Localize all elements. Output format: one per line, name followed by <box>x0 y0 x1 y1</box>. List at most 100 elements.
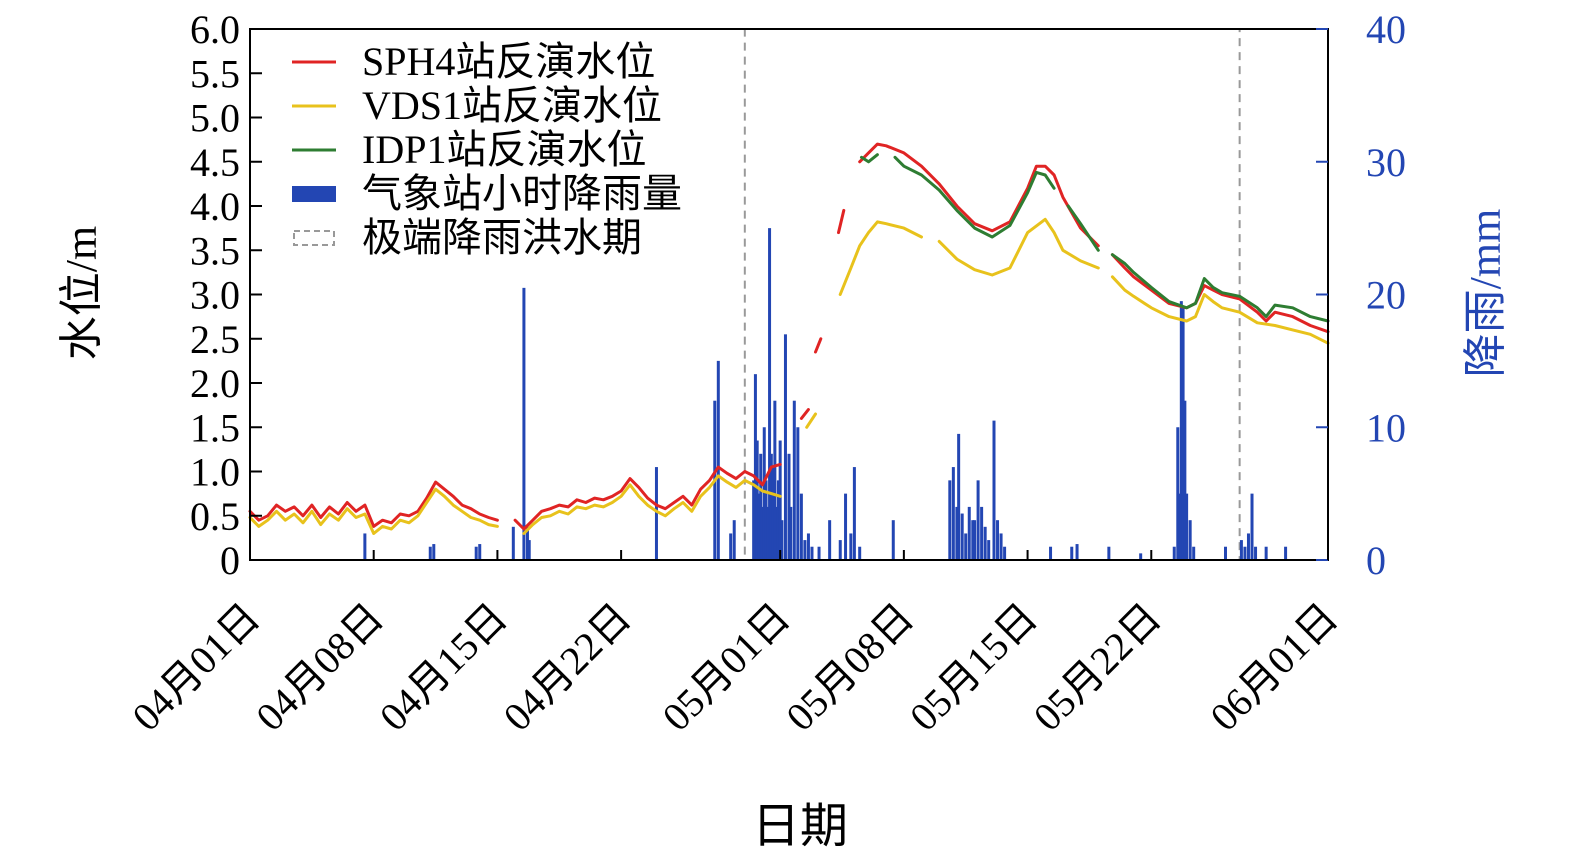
rainfall-bar <box>716 360 720 560</box>
y-axis-label-right: 降雨/mm <box>1461 209 1510 378</box>
rainfall-bar <box>1239 540 1243 560</box>
series-line-2 <box>937 217 1100 277</box>
x-tick-label: 05月15日 <box>901 595 1046 740</box>
rainfall-bar <box>755 440 759 560</box>
rainfall-bar <box>967 506 971 560</box>
rainfall-bar <box>511 526 515 560</box>
left-tick-label: 6.0 <box>190 7 240 52</box>
left-tick-label: 2.5 <box>190 317 240 362</box>
rainfall-bar <box>1183 400 1187 560</box>
series-line-1 <box>858 142 1100 248</box>
rainfall-bar <box>525 526 529 560</box>
series-line-1 <box>513 462 782 531</box>
rainfall-bar <box>1179 301 1183 560</box>
left-tick-label: 5.5 <box>190 51 240 96</box>
series-line-3 <box>893 155 1056 239</box>
rainfall-bar <box>1107 546 1111 560</box>
rainfall-bar <box>1172 546 1176 560</box>
legend-swatch <box>292 186 336 202</box>
rainfall-bar <box>771 467 775 560</box>
left-tick-label: 3.5 <box>190 228 240 273</box>
right-tick-label: 30 <box>1366 140 1406 185</box>
series-line-2 <box>805 412 817 429</box>
rainfall-bar <box>1250 493 1254 560</box>
series-line-2 <box>522 474 782 535</box>
rainfall-bar <box>1075 544 1079 560</box>
rainfall-bar <box>844 493 848 560</box>
series-line-1 <box>248 480 499 528</box>
rainfall-bar <box>757 493 761 560</box>
left-tick-label: 1.5 <box>190 405 240 450</box>
rainfall-bar <box>1224 546 1228 560</box>
x-tick-label: 04月15日 <box>371 595 516 740</box>
rainfall-bar <box>1284 546 1288 560</box>
legend-label: VDS1站反演水位 <box>362 83 662 128</box>
rainfall-bar <box>852 467 856 560</box>
rainfall-bar <box>957 433 961 560</box>
rainfall-bar <box>753 374 757 560</box>
x-tick-label: 04月22日 <box>495 595 640 740</box>
x-tick-label: 05月08日 <box>777 595 922 740</box>
rainfall-bar <box>1192 546 1196 560</box>
left-tick-label: 5.0 <box>190 96 240 141</box>
rainfall-bar <box>849 533 853 560</box>
left-tick-label: 4.5 <box>190 140 240 185</box>
legend-label: 极端降雨洪水期 <box>362 215 642 260</box>
rainfall-bar <box>783 334 787 560</box>
rainfall-bar <box>752 480 756 560</box>
legend-swatch <box>293 230 335 246</box>
rainfall-bar <box>789 506 793 560</box>
right-tick-label: 40 <box>1366 7 1406 52</box>
rainfall-bar <box>976 480 980 560</box>
rainfall-bar <box>1070 546 1074 560</box>
rainfall-bar <box>1185 493 1189 560</box>
x-tick-label: 05月22日 <box>1025 595 1170 740</box>
rainfall-bar <box>428 546 432 560</box>
rainfall-bar <box>766 506 770 560</box>
rainfall-bar <box>838 540 842 560</box>
rainfall-bar <box>1254 546 1258 560</box>
series-line-1 <box>814 337 823 354</box>
left-y-axis: 00.51.01.52.02.53.03.54.04.55.05.56.0 <box>190 7 262 583</box>
rainfall-bar <box>1181 307 1185 560</box>
rainfall-bar <box>803 540 807 560</box>
rainfall-bar <box>806 533 810 560</box>
rainfall-bar <box>1243 546 1247 560</box>
rainfall-bar <box>768 228 772 560</box>
rainfall-bar <box>762 427 766 560</box>
series-line-1 <box>837 208 846 235</box>
left-tick-label: 0.5 <box>190 494 240 539</box>
x-tick-label: 05月01日 <box>654 595 799 740</box>
left-tick-label: 0 <box>220 538 240 583</box>
rainfall-bar <box>1246 533 1250 560</box>
rainfall-bar <box>799 493 803 560</box>
rainfall-bars <box>363 228 1288 560</box>
series-line-1 <box>799 408 810 420</box>
left-tick-label: 2.0 <box>190 361 240 406</box>
right-tick-label: 20 <box>1366 273 1406 318</box>
rainfall-bar <box>1139 553 1143 560</box>
rainfall-bar <box>478 544 482 560</box>
right-y-axis: 0 10 20 30 40 <box>1316 7 1406 583</box>
legend: SPH4站反演水位VDS1站反演水位IDP1站反演水位气象站小时降雨量极端降雨洪… <box>292 39 682 260</box>
rainfall-bar <box>729 533 733 560</box>
rainfall-bar <box>796 427 800 560</box>
rainfall-bar <box>828 520 832 560</box>
rainfall-bar <box>432 544 436 560</box>
rainfall-bar <box>732 520 736 560</box>
rainfall-bar <box>971 520 975 560</box>
rainfall-bar <box>891 520 895 560</box>
rainfall-bar <box>776 480 780 560</box>
series-line-2 <box>1110 275 1330 345</box>
rainfall-bar <box>780 520 784 560</box>
rainfall-bar <box>654 467 658 560</box>
x-tick-label: 06月01日 <box>1201 595 1346 740</box>
rainfall-bar <box>948 480 952 560</box>
rainfall-bar <box>999 533 1003 560</box>
rainfall-bar <box>960 513 964 560</box>
rainfall-bar <box>992 420 996 560</box>
x-tick-label: 04月01日 <box>123 595 268 740</box>
rainfall-bar <box>1003 546 1007 560</box>
